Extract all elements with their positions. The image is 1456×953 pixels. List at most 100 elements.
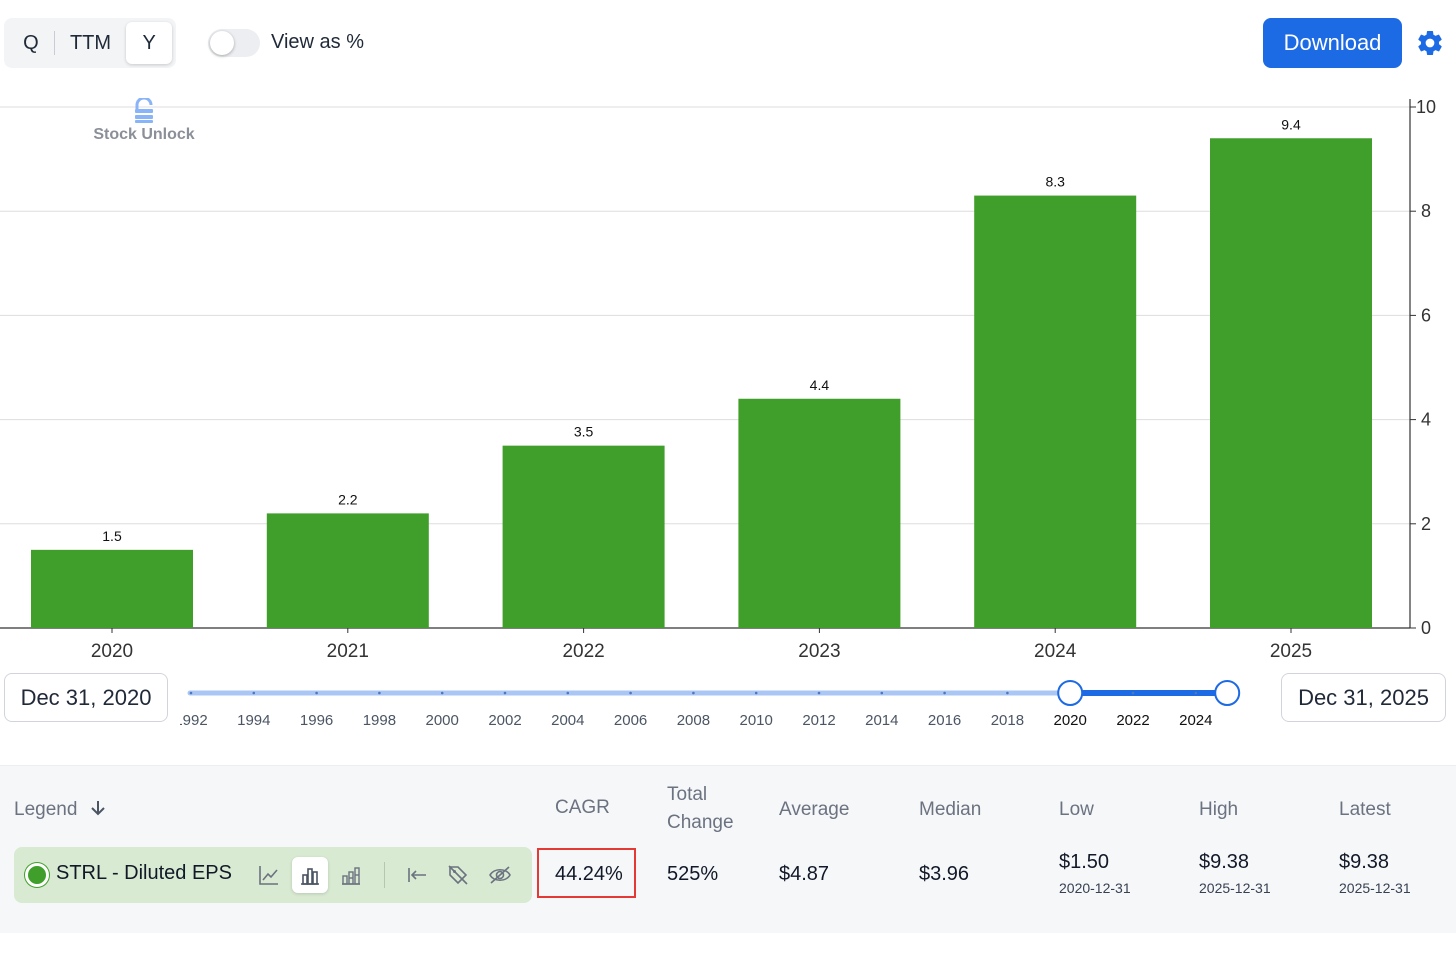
total-change-value: 525% — [667, 863, 719, 885]
slider-year-label-2010: 2010 — [740, 712, 773, 729]
high-date: 2025-12-31 — [1199, 880, 1271, 896]
watermark-text: Stock Unlock — [93, 126, 195, 143]
low-date: 2020-12-31 — [1059, 880, 1131, 896]
header-average: Average — [779, 799, 850, 820]
period-tab-y[interactable]: Y — [126, 22, 172, 64]
header-low: Low — [1059, 799, 1094, 820]
x-tick-label-2024: 2024 — [1034, 641, 1077, 662]
stock-unlock-watermark: Stock Unlock — [88, 98, 200, 144]
range-start-date[interactable]: Dec 31, 2020 — [4, 673, 168, 722]
slider-year-label-2012: 2012 — [802, 712, 835, 729]
line-chart-icon — [259, 866, 278, 885]
axis-left-icon — [408, 868, 426, 882]
slider-tick — [252, 691, 256, 695]
data-label-2020: 1.5 — [102, 528, 122, 544]
bar-2022 — [502, 445, 665, 628]
latest-date: 2025-12-31 — [1339, 880, 1411, 896]
axis-side-button[interactable] — [399, 857, 435, 893]
settings-gear-icon[interactable] — [1415, 28, 1445, 58]
x-tick-label-2022: 2022 — [562, 641, 604, 662]
slider-tick — [1131, 691, 1135, 695]
slider-tick — [189, 691, 193, 695]
y-tick-label: 10 — [1416, 97, 1436, 117]
cagr-value: 44.24% — [555, 863, 623, 885]
slider-tick — [378, 691, 381, 695]
period-tab-ttm[interactable]: TTM — [69, 31, 112, 54]
slider-tick — [817, 691, 821, 695]
slider-tick — [754, 691, 758, 695]
bar-2025 — [1210, 138, 1372, 628]
header-total-line1: Total — [667, 784, 708, 805]
x-tick-label-2021: 2021 — [327, 641, 369, 662]
data-label-2021: 2.2 — [338, 491, 358, 507]
slider-tick — [566, 691, 570, 695]
hide-series-button[interactable] — [482, 857, 518, 893]
slider-year-label-1992: 1992 — [180, 712, 208, 729]
high-value: $9.38 — [1199, 851, 1250, 873]
sort-down-arrow-icon — [90, 801, 105, 816]
data-label-2024: 8.3 — [1045, 174, 1065, 190]
view-as-percent-toggle[interactable] — [208, 29, 260, 57]
slider-year-label-2018: 2018 — [991, 712, 1024, 729]
eps-bar-chart: 0 2 4 6 8 10 1.5 2020 2.2 2021 3.5 2022 4.4 2023 8.3 20… — [0, 97, 1436, 662]
data-label-2023: 4.4 — [810, 377, 830, 393]
download-button[interactable]: Download — [1263, 18, 1402, 68]
bar-chart-button[interactable] — [292, 857, 328, 893]
lock-logo-icon — [135, 98, 153, 123]
x-tick-label-2020: 2020 — [91, 641, 133, 662]
slider-year-label-2002: 2002 — [488, 712, 521, 729]
data-label-2025: 9.4 — [1281, 116, 1301, 132]
cagr-highlight-box — [537, 848, 636, 898]
header-legend-label: Legend — [14, 799, 78, 820]
series-name: STRL - Diluted EPS — [56, 862, 232, 884]
header-total-line2: Change — [667, 812, 734, 833]
slider-year-label-2020: 2020 — [1054, 712, 1087, 729]
date-range-slider[interactable]: 1992 1994 1996 1998 2000 2002 2004 2006 2008 2010… — [180, 676, 1280, 736]
slider-year-label-2016: 2016 — [928, 712, 961, 729]
header-cagr: CAGR — [555, 797, 610, 818]
data-label-2022: 3.5 — [574, 424, 594, 440]
slider-tick — [503, 691, 507, 695]
slider-tick — [880, 691, 884, 695]
toggle-knob — [210, 31, 234, 55]
slider-tick — [692, 691, 695, 695]
period-tab-q[interactable]: Q — [23, 31, 39, 54]
header-legend[interactable]: Legend — [14, 796, 107, 824]
slider-year-label-2024: 2024 — [1179, 712, 1212, 729]
slider-start-handle[interactable] — [1057, 680, 1084, 706]
slider-year-label-2008: 2008 — [677, 712, 710, 729]
slider-year-label-2004: 2004 — [551, 712, 584, 729]
hide-labels-button[interactable] — [440, 857, 476, 893]
slider-year-label-1994: 1994 — [237, 712, 270, 729]
header-latest: Latest — [1339, 799, 1391, 820]
stacked-bar-icon — [342, 867, 360, 885]
slider-year-label-2000: 2000 — [426, 712, 459, 729]
hide-series-icon — [489, 866, 511, 884]
y-tick-label: 6 — [1421, 305, 1431, 325]
period-selector: Q TTM Y — [4, 18, 176, 68]
x-tick-label-2025: 2025 — [1270, 641, 1312, 662]
latest-value: $9.38 — [1339, 851, 1390, 873]
slider-end-handle[interactable] — [1214, 680, 1241, 706]
stacked-bar-button[interactable] — [333, 857, 369, 893]
slider-year-label-2022: 2022 — [1116, 712, 1149, 729]
view-as-percent-label: View as % — [271, 31, 365, 53]
line-chart-button[interactable] — [251, 857, 287, 893]
bar-2021 — [266, 513, 429, 628]
bar-2020 — [31, 549, 193, 628]
header-median: Median — [919, 799, 982, 820]
x-tick-label-2023: 2023 — [798, 641, 840, 662]
slider-year-label-2014: 2014 — [865, 712, 898, 729]
low-value: $1.50 — [1059, 851, 1110, 873]
bar-2023 — [738, 398, 901, 628]
slider-tick — [1006, 691, 1009, 695]
icon-divider — [384, 862, 385, 888]
slider-year-label-1996: 1996 — [300, 712, 333, 729]
range-end-date[interactable]: Dec 31, 2025 — [1281, 673, 1446, 722]
y-tick-label: 2 — [1421, 514, 1431, 534]
y-tick-label: 4 — [1421, 410, 1431, 430]
divider — [53, 31, 55, 55]
series-color-dot[interactable] — [25, 863, 49, 887]
median-value: $3.96 — [919, 863, 970, 885]
bar-chart-icon — [301, 868, 319, 885]
